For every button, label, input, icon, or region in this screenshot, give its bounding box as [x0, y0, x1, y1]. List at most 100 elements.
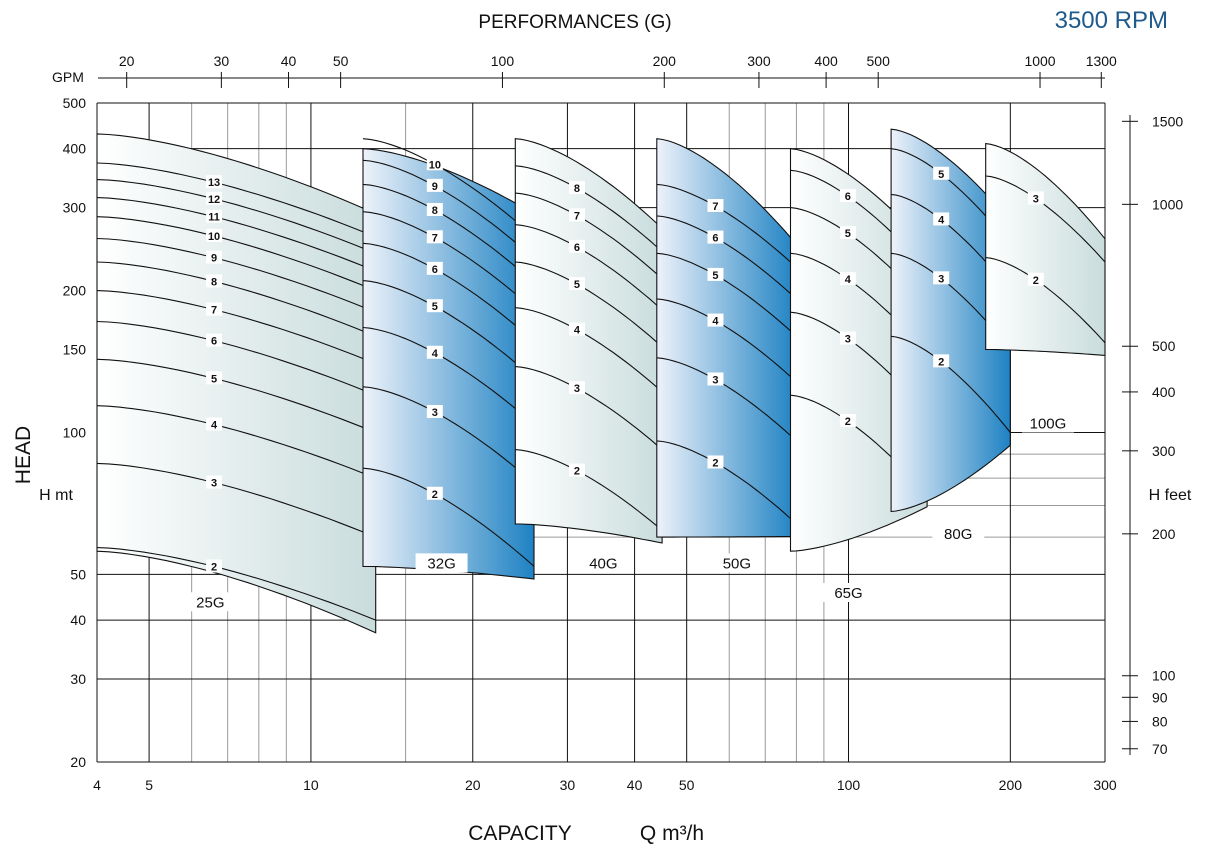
stage-label-50g-4: 4 [712, 316, 719, 328]
stage-label-32g-5: 5 [432, 301, 438, 313]
gpm-axis-label: GPM [52, 69, 84, 85]
family-label-50g: 50G [723, 555, 751, 572]
gpm-tick-label: 20 [119, 53, 135, 69]
stage-label-100g-3: 3 [1033, 193, 1039, 205]
stage-curve-100g-2 [985, 257, 1106, 344]
feet-tick-label: 70 [1152, 741, 1168, 757]
stage-curve-25g-2 [96, 547, 376, 621]
feet-tick-label: 200 [1152, 526, 1176, 542]
stage-label-bg [707, 199, 724, 213]
family-band-40g [514, 138, 663, 544]
gpm-tick-label: 100 [491, 53, 515, 69]
stage-curve-50g-7 [656, 183, 797, 268]
pump-family-bands [96, 128, 1106, 634]
stage-label-bg [426, 230, 443, 244]
stage-label-40g-8: 8 [574, 183, 580, 195]
stage-label-bg [707, 372, 724, 386]
gpm-tick-label: 400 [814, 53, 838, 69]
stage-curve-50g-2 [656, 440, 797, 525]
family-label-bg [822, 582, 875, 602]
stage-curve-25g-7 [96, 290, 376, 365]
stage-curve-32g-8 [362, 183, 535, 284]
stage-label-32g-9: 9 [432, 181, 438, 193]
stage-label-bg [839, 189, 856, 203]
y-tick-label: 30 [70, 671, 86, 687]
feet-tick-label: 100 [1152, 668, 1176, 684]
stage-label-25g-9: 9 [211, 253, 217, 265]
stage-labels: 2 3 4 5 6 7 8 9 10 11 12 13 25G 2 3 4 5 6 7 8 9 10 32G 2 3 4 5 6 7 8 4… [184, 157, 1074, 612]
stage-curve-32g-10 [362, 138, 535, 238]
stage-curve-25g-4 [96, 405, 376, 479]
x-tick-label: 100 [837, 777, 861, 793]
stage-label-80g-4: 4 [938, 214, 945, 226]
stage-label-bg [206, 175, 223, 189]
family-label-bg [577, 553, 630, 573]
stage-label-50g-5: 5 [712, 270, 718, 282]
stage-label-bg [839, 272, 856, 286]
x-tick-label: 4 [93, 777, 101, 793]
stage-curve-100g-3 [985, 175, 1106, 263]
gpm-tick-label: 1000 [1024, 53, 1055, 69]
stage-label-bg [1027, 272, 1044, 286]
family-label-65g: 65G [834, 585, 862, 602]
stage-label-40g-5: 5 [574, 279, 580, 291]
gpm-tick-label: 500 [867, 53, 891, 69]
stage-label-40g-4: 4 [574, 325, 581, 337]
stage-label-bg [426, 178, 443, 192]
family-label-100g: 100G [1030, 415, 1067, 432]
stage-label-bg [206, 274, 223, 288]
y-tick-label: 40 [70, 612, 86, 628]
feet-tick-label: 1500 [1152, 113, 1183, 129]
x-axis-unit: Q m³/h [640, 822, 704, 845]
stage-label-65g-5: 5 [845, 228, 851, 240]
family-label-bg [932, 524, 985, 544]
stage-curve-25g-5 [96, 358, 376, 434]
stage-label-bg [426, 345, 443, 359]
family-label-bg [1021, 413, 1074, 433]
family-50g [656, 138, 797, 538]
stage-label-25g-6: 6 [211, 336, 217, 348]
stage-label-80g-5: 5 [938, 169, 944, 181]
y-tick-label: 300 [63, 200, 87, 216]
stage-label-bg [568, 322, 585, 336]
stage-curve-25g-10 [96, 216, 376, 292]
stage-label-25g-5: 5 [211, 373, 217, 385]
stage-curve-50g-4 [656, 298, 797, 383]
stage-label-65g-2: 2 [845, 416, 851, 428]
stage-label-80g-3: 3 [938, 273, 944, 285]
gpm-tick-label: 40 [281, 53, 297, 69]
stage-label-32g-4: 4 [432, 348, 439, 360]
stage-curve-40g-2 [515, 449, 663, 531]
stage-label-50g-3: 3 [712, 374, 718, 386]
stage-curve-25g-3 [96, 462, 376, 538]
stage-curve-50g-6 [656, 215, 797, 300]
stage-label-bg [206, 333, 223, 347]
stage-label-bg [933, 271, 950, 285]
x-axis-title: CAPACITY [468, 822, 571, 845]
gpm-tick-label: 50 [333, 53, 349, 69]
stage-label-50g-2: 2 [712, 457, 718, 469]
stage-label-bg [568, 181, 585, 195]
stage-label-bg [839, 226, 856, 240]
stage-label-25g-13: 13 [208, 177, 220, 189]
x-tick-label: 200 [999, 777, 1023, 793]
stage-label-bg [426, 486, 443, 500]
stage-label-bg [206, 417, 223, 431]
chart-title: PERFORMANCES (G) [478, 12, 671, 33]
stage-label-25g-7: 7 [211, 305, 217, 317]
feet-tick-label: 500 [1152, 338, 1176, 354]
stage-curve-25g-9 [96, 237, 376, 313]
family-band-25g [96, 133, 377, 634]
x-tick-label: 10 [303, 777, 319, 793]
stage-label-32g-7: 7 [432, 232, 438, 244]
y-tick-label: 150 [63, 341, 87, 357]
stage-label-32g-8: 8 [432, 205, 438, 217]
stage-label-bg [206, 559, 223, 573]
stage-label-bg [426, 404, 443, 418]
stage-label-65g-6: 6 [845, 191, 851, 203]
feet-tick-label: 400 [1152, 384, 1176, 400]
stage-label-bg [933, 166, 950, 180]
stage-label-bg [707, 230, 724, 244]
stage-curve-50g-5 [656, 252, 797, 337]
